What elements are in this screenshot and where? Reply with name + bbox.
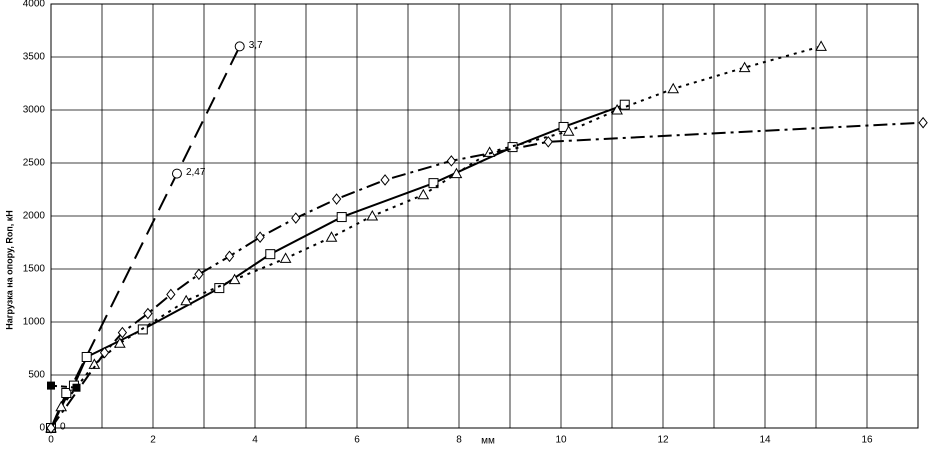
point: [55, 400, 68, 412]
point: [143, 307, 153, 320]
point: [228, 273, 241, 285]
point: [194, 268, 204, 281]
y-tick-label: 3000: [23, 105, 46, 116]
point: [918, 116, 928, 129]
point: [214, 283, 225, 294]
x-tick-label: 10: [555, 435, 567, 446]
point: [171, 168, 182, 179]
series-line: [50, 45, 822, 429]
point: [380, 174, 390, 186]
y-tick-label: 500: [28, 370, 45, 381]
x-tick-label: 14: [759, 435, 771, 446]
point: [446, 155, 456, 167]
point: [562, 125, 575, 136]
point: [428, 178, 439, 189]
point: [611, 103, 623, 115]
point: [667, 82, 680, 94]
point: [224, 250, 235, 263]
point: [331, 193, 342, 205]
x-tick-label: 6: [354, 435, 360, 446]
y-axis-title: Нагрузка на опору, Rоп, кН: [4, 210, 14, 330]
series-line: [50, 103, 626, 429]
point: [117, 326, 128, 339]
point: [234, 41, 245, 52]
x-tick-label: 12: [657, 435, 669, 446]
point: [325, 231, 338, 242]
x-axis-title: мм: [481, 436, 495, 447]
point: [47, 381, 55, 390]
point: [114, 337, 126, 348]
point: [255, 231, 265, 244]
x-tick-label: 8: [456, 435, 462, 446]
x-tick-label: 16: [861, 435, 873, 446]
point: [619, 99, 630, 110]
point: [738, 61, 751, 73]
series-line: [50, 384, 77, 389]
y-tick-label: 4000: [23, 0, 46, 10]
series-line: [50, 121, 924, 429]
x-tick-label: 0: [48, 435, 54, 446]
point: [366, 209, 379, 221]
annotation: 2,47: [186, 167, 206, 178]
x-tick-label: 2: [150, 435, 156, 446]
point: [180, 294, 192, 306]
point: [336, 212, 347, 223]
point: [417, 188, 430, 200]
point: [279, 252, 292, 263]
y-tick-label: 1500: [23, 264, 46, 275]
y-tick-label: 2000: [23, 211, 46, 222]
y-tick-label: 0: [39, 423, 45, 434]
y-tick-label: 2500: [23, 158, 46, 169]
point: [265, 249, 276, 260]
x-tick-label: 4: [252, 435, 258, 446]
point: [543, 135, 553, 148]
point: [450, 167, 463, 179]
point: [291, 212, 301, 224]
series-line: [50, 45, 241, 429]
y-tick-label: 1000: [23, 317, 46, 328]
y-tick-label: 3500: [23, 52, 46, 63]
point: [483, 146, 496, 157]
point: [99, 346, 110, 359]
point: [72, 383, 81, 392]
annotation: 3,7: [249, 40, 263, 51]
point: [46, 422, 56, 434]
point: [81, 351, 92, 362]
point: [815, 40, 827, 51]
point: [166, 288, 176, 301]
annotation: 0: [60, 422, 66, 433]
